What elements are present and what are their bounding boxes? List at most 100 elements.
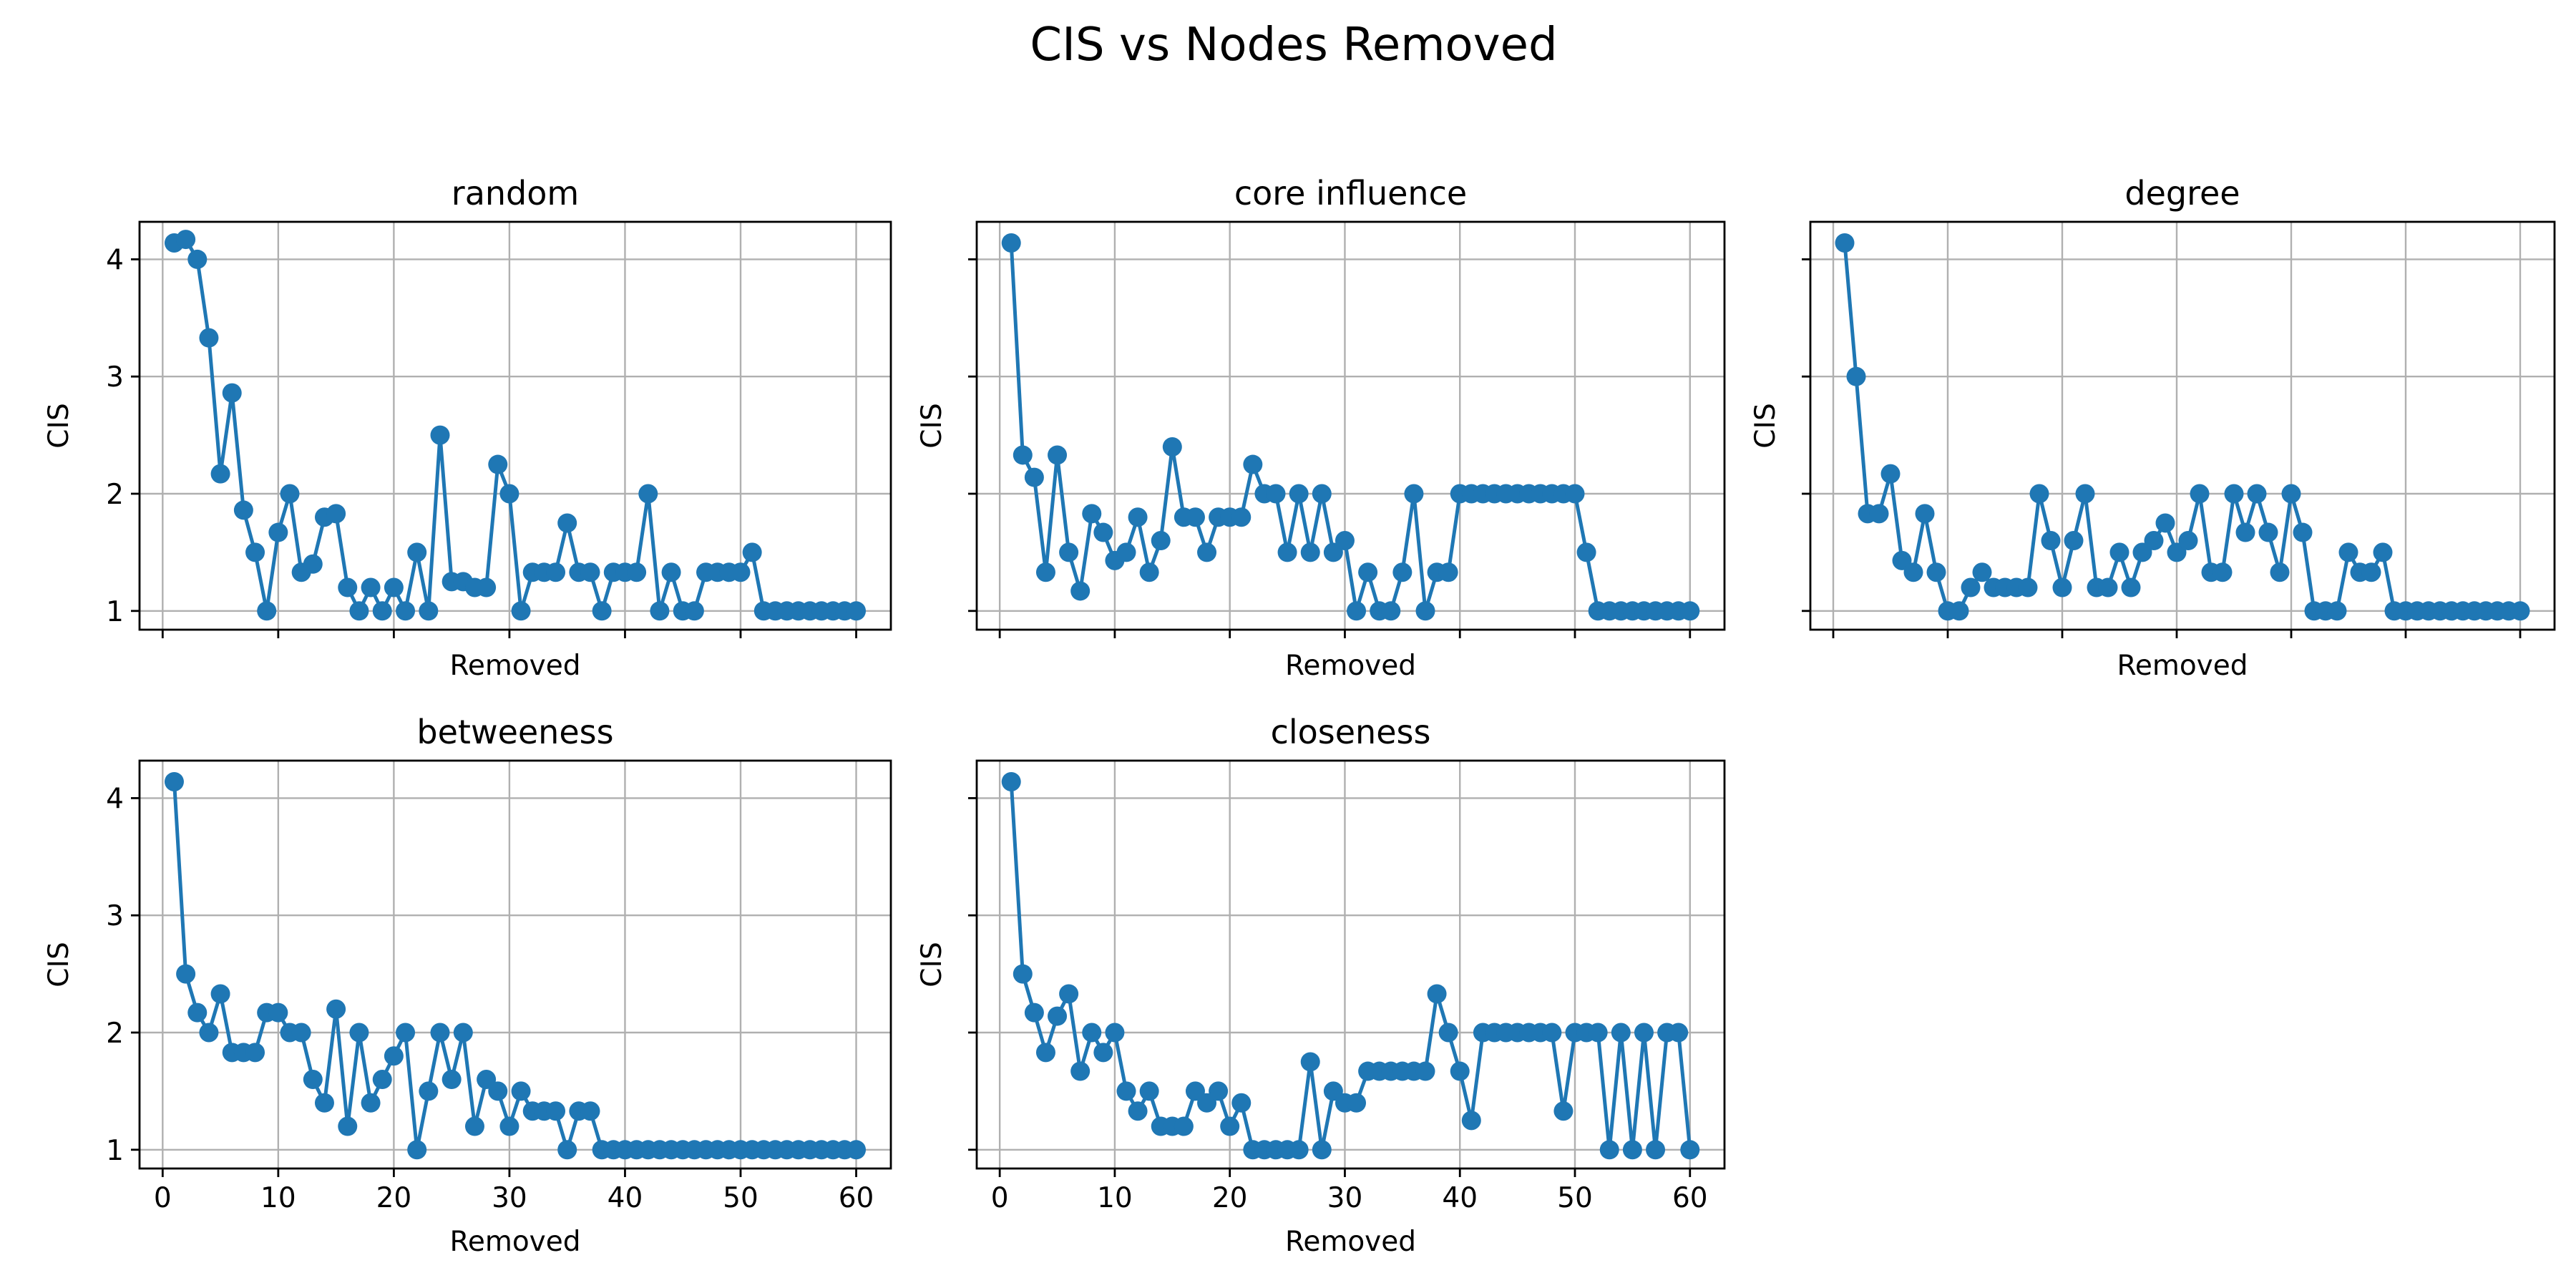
data-point [1347, 1093, 1367, 1113]
data-point [419, 601, 439, 621]
data-point [396, 601, 416, 621]
subplot-title: degree [2124, 174, 2240, 213]
data-point [441, 1070, 462, 1090]
data-point [1415, 601, 1435, 621]
data-point [499, 1116, 519, 1136]
data-point [1915, 504, 1935, 524]
data-point [384, 577, 404, 597]
data-point [407, 542, 427, 562]
y-tick-label: 3 [106, 361, 124, 394]
subplot-title: random [452, 174, 579, 213]
data-point [2270, 562, 2290, 582]
x-axis-label: Removed [2117, 650, 2248, 682]
data-point [1001, 233, 1021, 253]
data-point [2510, 601, 2530, 621]
data-point [499, 484, 519, 504]
x-tick-label: 50 [1557, 1182, 1593, 1214]
data-point [338, 577, 358, 597]
data-point [2338, 542, 2358, 562]
data-point [1926, 562, 1946, 582]
data-point [2109, 542, 2129, 562]
data-point [280, 484, 300, 504]
data-point [1059, 542, 1079, 562]
data-point [650, 601, 670, 621]
data-point [257, 601, 277, 621]
data-point [164, 771, 184, 791]
figure-title: CIS vs Nodes Removed [1030, 19, 1557, 72]
data-point [1035, 1043, 1055, 1063]
data-point [2247, 484, 2267, 504]
data-point [361, 1093, 381, 1113]
axes-frame [138, 220, 892, 631]
subplot-closeness: 0 10 20 30 40 50 60 closeness Removed CIS [916, 713, 1726, 1258]
data-point [176, 964, 196, 984]
data-point [546, 1101, 566, 1121]
y-axis-label: CIS [43, 942, 75, 987]
data-point [338, 1116, 358, 1136]
data-point [1347, 601, 1367, 621]
data-point [1576, 542, 1596, 562]
data-point [847, 1140, 867, 1160]
data-point [2029, 484, 2049, 504]
data-point [1070, 1061, 1091, 1081]
x-axis-label: Removed [1285, 1226, 1416, 1258]
data-point [1128, 1101, 1148, 1121]
data-point [1565, 484, 1585, 504]
data-point [2064, 531, 2084, 551]
data-point [638, 484, 658, 504]
data-point [1300, 542, 1320, 562]
data-point [1903, 562, 1923, 582]
data-point [1070, 581, 1091, 601]
data-point [396, 1023, 416, 1043]
data-point [1880, 464, 1901, 484]
data-point [1220, 1116, 1240, 1136]
x-tick-label: 30 [492, 1182, 527, 1214]
data-point [233, 500, 253, 520]
data-point [580, 1101, 600, 1121]
data-point [326, 999, 346, 1019]
data-point [1450, 1061, 1470, 1081]
data-point [557, 1140, 577, 1160]
data-point [2361, 562, 2381, 582]
data-point [384, 1046, 404, 1066]
data-point [1197, 542, 1217, 562]
data-point [199, 1023, 219, 1043]
subplot-betweeness: 0 10 20 30 40 50 60 1 2 3 4 betweeness Removed CIS [43, 713, 892, 1258]
data-point [1116, 1081, 1136, 1101]
data-point [199, 328, 219, 348]
data-point [1392, 562, 1413, 582]
data-point [222, 383, 242, 403]
data-point [187, 249, 208, 269]
data-point [2190, 484, 2210, 504]
data-point [1093, 1043, 1113, 1063]
data-point [1312, 1140, 1332, 1160]
data-point [2155, 513, 2175, 533]
data-point [1243, 454, 1263, 474]
data-point [2178, 531, 2198, 551]
data-point [303, 1070, 323, 1090]
data-point [464, 1116, 484, 1136]
data-point [1846, 366, 1866, 386]
data-point [1358, 562, 1378, 582]
data-point [580, 562, 600, 582]
data-point [1427, 984, 1447, 1004]
axes-frame [1809, 220, 2556, 631]
axes-frame [975, 220, 1726, 631]
data-point [2052, 577, 2072, 597]
y-axis-label: CIS [916, 942, 948, 987]
data-point [1116, 542, 1136, 562]
subplot-title: betweeness [416, 713, 613, 751]
data-point [268, 1002, 288, 1023]
data-point [1013, 445, 1033, 465]
x-tick-label: 40 [1442, 1182, 1478, 1214]
y-axis-label: CIS [1750, 403, 1782, 449]
data-point [1381, 601, 1401, 621]
data-point [1335, 531, 1355, 551]
data-point [314, 1093, 334, 1113]
x-tick-label: 50 [723, 1182, 758, 1214]
data-point [742, 542, 762, 562]
data-point [1139, 1081, 1159, 1101]
x-tick-label: 10 [1097, 1182, 1133, 1214]
data-point [557, 513, 577, 533]
